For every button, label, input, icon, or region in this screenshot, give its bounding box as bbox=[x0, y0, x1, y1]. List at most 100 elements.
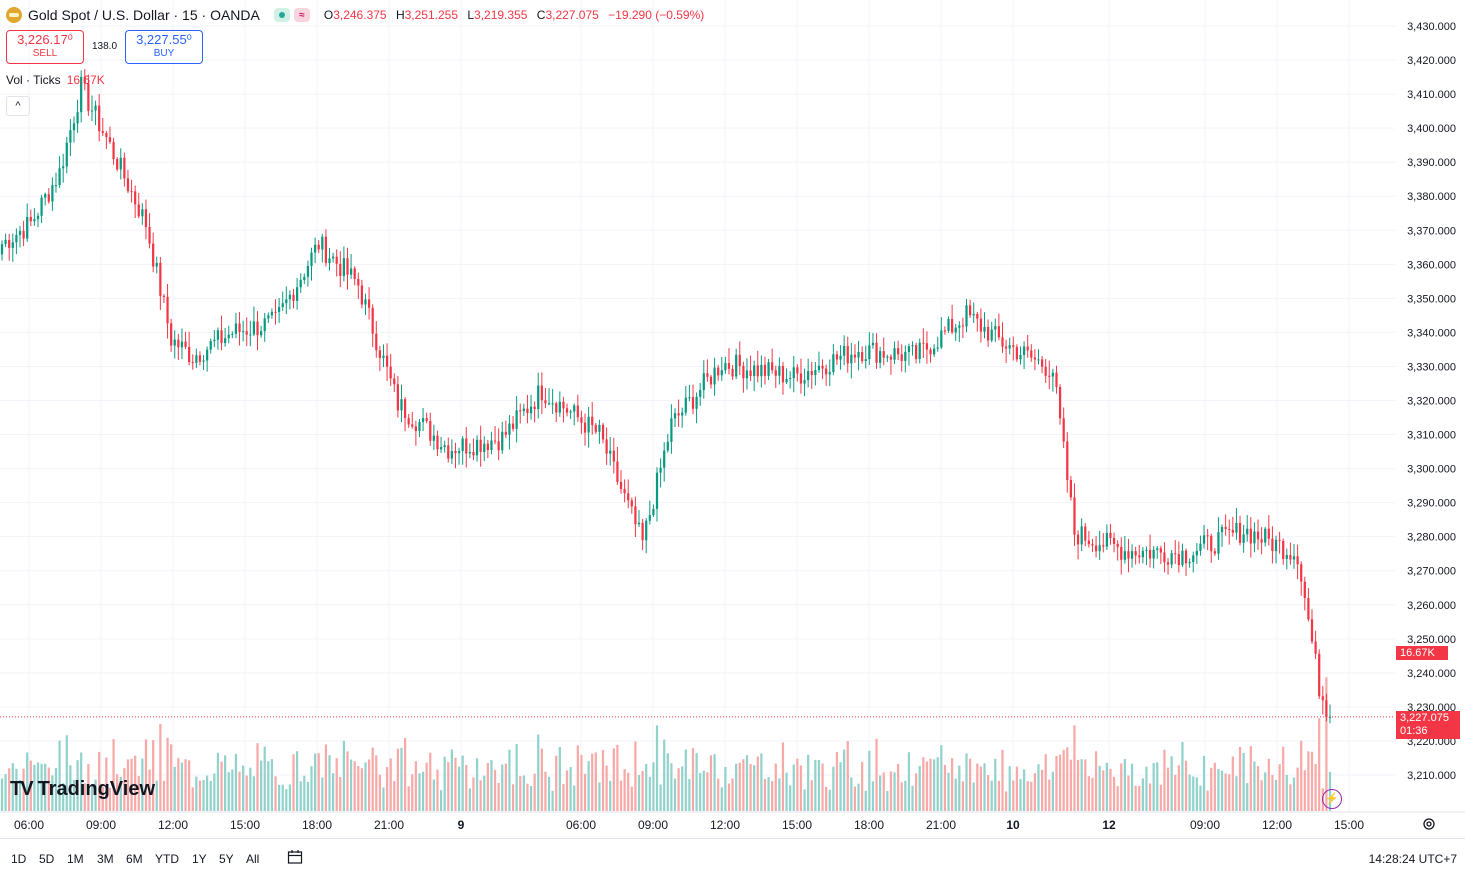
range-1y-button[interactable]: 1Y bbox=[192, 852, 207, 866]
volume-bar bbox=[490, 760, 493, 811]
candle-body bbox=[29, 216, 32, 222]
volume-bar bbox=[407, 786, 410, 811]
volume-legend-value: 16.67K bbox=[66, 73, 105, 87]
volume-bar bbox=[371, 747, 374, 811]
candle-body bbox=[1170, 553, 1173, 565]
volume-bar bbox=[717, 778, 720, 811]
range-3m-button[interactable]: 3M bbox=[97, 852, 114, 866]
volume-bar bbox=[1066, 747, 1069, 811]
range-all-button[interactable]: All bbox=[246, 852, 260, 866]
volume-bar bbox=[587, 761, 590, 811]
volume-bar bbox=[785, 772, 788, 811]
volume-bar bbox=[1231, 756, 1234, 811]
candle-body bbox=[968, 305, 972, 316]
volume-legend[interactable]: Vol · Ticks 16.67K bbox=[6, 73, 105, 87]
utc-clock[interactable]: 14:28:24 UTC+7 bbox=[1368, 852, 1457, 866]
settings-gear-icon[interactable] bbox=[1422, 817, 1436, 831]
volume-bar bbox=[688, 779, 691, 811]
lightning-icon[interactable]: ⚡ bbox=[1322, 789, 1342, 809]
range-1m-button[interactable]: 1M bbox=[67, 852, 84, 866]
volume-bar bbox=[832, 766, 835, 811]
candle-body bbox=[367, 299, 371, 308]
volume-bar bbox=[281, 784, 284, 811]
candle-body bbox=[152, 243, 155, 267]
volume-bar bbox=[799, 765, 803, 811]
candle-body bbox=[1228, 529, 1231, 531]
volume-bar bbox=[475, 758, 479, 811]
volume-bar bbox=[245, 775, 248, 811]
volume-bar bbox=[1314, 763, 1317, 811]
candle-body bbox=[825, 368, 828, 375]
volume-bar bbox=[180, 762, 184, 811]
candle-body bbox=[260, 331, 263, 336]
volume-bar bbox=[814, 759, 817, 811]
volume-bar bbox=[763, 779, 767, 811]
candle-body bbox=[760, 364, 763, 377]
candle-body bbox=[425, 418, 428, 422]
candle-body bbox=[1188, 562, 1191, 564]
volume-bar bbox=[760, 753, 763, 811]
candle-body bbox=[94, 105, 97, 111]
buy-button[interactable]: 3,227.55⁰ BUY bbox=[125, 30, 203, 64]
sell-button[interactable]: 3,226.17⁰ SELL bbox=[6, 30, 84, 64]
collapse-legend-button[interactable]: ^ bbox=[6, 96, 30, 116]
candle-body bbox=[897, 348, 900, 355]
candle-body bbox=[357, 278, 360, 286]
range-1d-button[interactable]: 1D bbox=[11, 852, 27, 866]
volume-bar bbox=[576, 745, 579, 811]
candle-body bbox=[612, 450, 615, 462]
volume-bar bbox=[313, 753, 317, 811]
candle-body bbox=[796, 367, 799, 374]
market-open-icon[interactable] bbox=[273, 8, 290, 22]
candle-body bbox=[429, 421, 432, 441]
candle-body bbox=[87, 83, 90, 111]
candle-body bbox=[126, 178, 130, 192]
candle-body bbox=[162, 295, 166, 297]
volume-bar bbox=[972, 782, 975, 811]
range-ytd-button[interactable]: YTD bbox=[155, 852, 179, 866]
symbol-title[interactable]: Gold Spot / U.S. Dollar · 15 · OANDA bbox=[28, 7, 260, 23]
volume-bar bbox=[659, 784, 662, 811]
volume-bar bbox=[98, 751, 101, 811]
date-range-calendar-icon[interactable] bbox=[287, 849, 303, 865]
candle-body bbox=[130, 191, 133, 193]
volume-bar bbox=[709, 755, 713, 811]
candle-body bbox=[868, 345, 871, 360]
range-6m-button[interactable]: 6M bbox=[126, 852, 143, 866]
volume-bar bbox=[1130, 763, 1134, 811]
x-tick-label: 18:00 bbox=[854, 818, 884, 832]
candle-body bbox=[213, 339, 216, 342]
candle-body bbox=[26, 216, 29, 239]
range-5d-button[interactable]: 5D bbox=[39, 852, 55, 866]
candle-body bbox=[871, 342, 875, 346]
volume-bar bbox=[1102, 770, 1105, 811]
candle-body bbox=[184, 341, 187, 347]
volume-bar bbox=[911, 785, 914, 811]
tradingview-logo[interactable]: TV TradingView bbox=[10, 778, 155, 801]
candle-body bbox=[51, 185, 54, 202]
market-status[interactable]: ≈ bbox=[273, 8, 310, 22]
candle-body bbox=[655, 472, 659, 509]
candle-body bbox=[861, 352, 864, 362]
volume-bar bbox=[1152, 763, 1155, 811]
candle-body bbox=[947, 318, 950, 331]
volume-bar bbox=[119, 776, 122, 811]
volume-bar bbox=[915, 773, 918, 811]
volume-bar bbox=[1174, 774, 1177, 811]
candle-body bbox=[821, 365, 824, 369]
candle-body bbox=[889, 356, 893, 360]
data-feed-icon[interactable]: ≈ bbox=[293, 8, 310, 22]
volume-bar bbox=[821, 763, 824, 811]
range-5y-button[interactable]: 5Y bbox=[219, 852, 234, 866]
candle-body bbox=[1264, 528, 1267, 543]
candle-body bbox=[1242, 534, 1245, 543]
volume-bar bbox=[202, 779, 205, 811]
volume-bar bbox=[1271, 774, 1274, 811]
candle-body bbox=[1224, 527, 1227, 530]
candle-body bbox=[1015, 346, 1019, 360]
volume-bar bbox=[252, 776, 256, 811]
candle-body bbox=[961, 325, 965, 327]
volume-bar bbox=[116, 774, 119, 811]
y-tick-label: 3,240.000 bbox=[1407, 668, 1456, 680]
